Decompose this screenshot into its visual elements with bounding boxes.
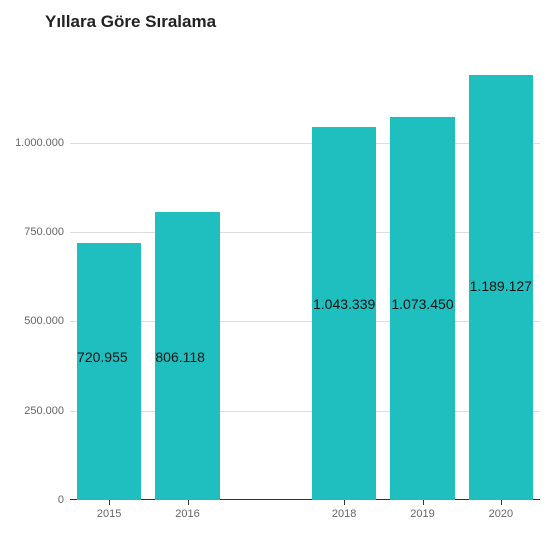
x-tick (188, 500, 189, 505)
bar (312, 127, 376, 500)
x-tick-label: 2019 (410, 508, 434, 520)
y-tick-label: 750.000 (24, 226, 64, 238)
bar-value-label: 720.955 (77, 349, 128, 365)
y-tick-label: 250.000 (24, 405, 64, 417)
bar-value-label: 806.118 (155, 349, 205, 365)
x-tick-label: 2018 (332, 508, 356, 520)
plot-area: 2015720.9552016806.11820181.043.33920191… (70, 50, 540, 500)
bar (77, 243, 141, 500)
bar-value-label: 1.073.450 (391, 296, 453, 312)
x-tick (423, 500, 424, 505)
y-tick-label: 500.000 (24, 315, 64, 327)
bar-value-label: 1.189.127 (470, 278, 532, 294)
chart-container: Yıllara Göre Sıralama 2015720.9552016806… (0, 0, 550, 550)
x-tick (501, 500, 502, 505)
y-tick-label: 0 (58, 494, 64, 506)
x-tick (344, 500, 345, 505)
x-tick-label: 2015 (97, 508, 121, 520)
x-tick-label: 2016 (175, 508, 199, 520)
chart-title: Yıllara Göre Sıralama (45, 12, 216, 32)
x-tick-label: 2020 (489, 508, 513, 520)
y-tick-label: 1.000.000 (15, 137, 64, 149)
x-tick (109, 500, 110, 505)
bar-value-label: 1.043.339 (313, 296, 375, 312)
